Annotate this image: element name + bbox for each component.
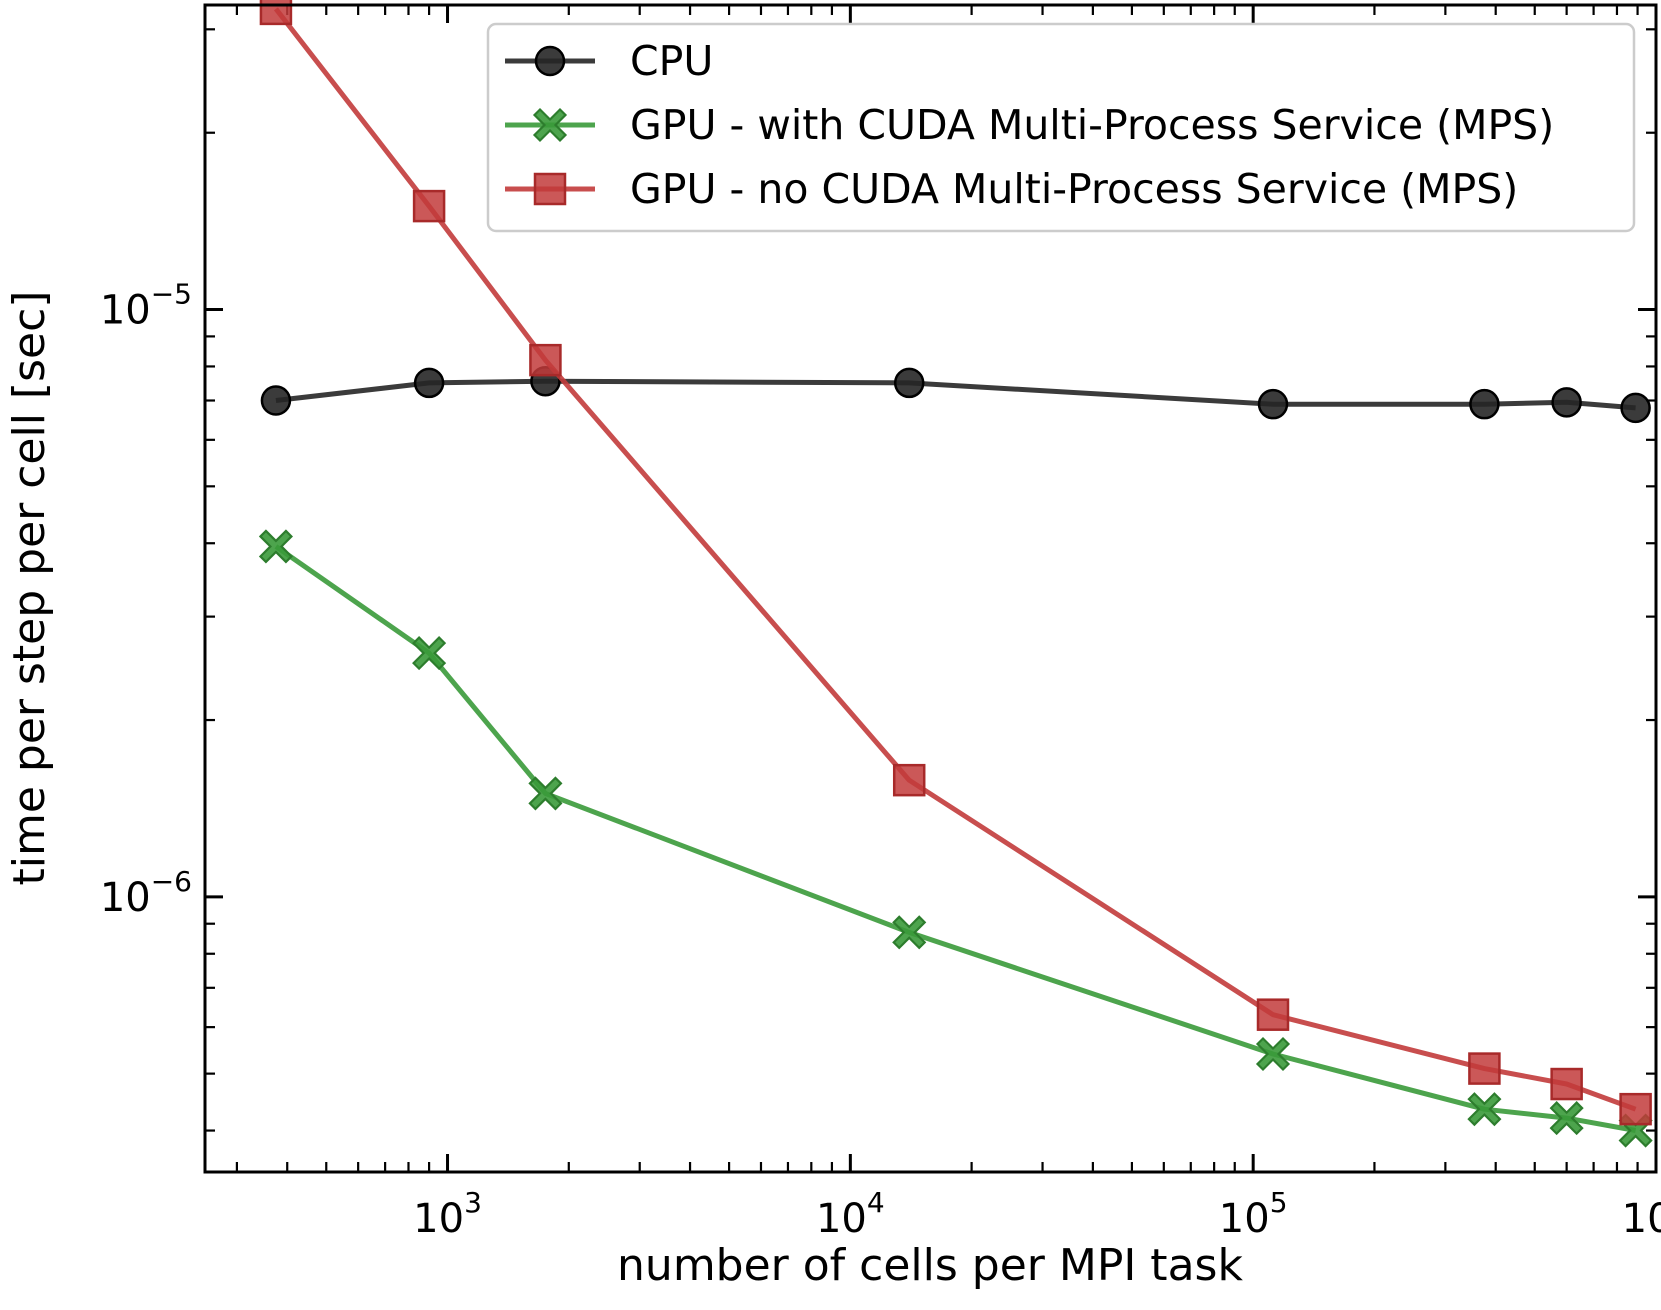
y-tick-labels: 10−6 10−5 xyxy=(100,278,192,921)
data-point xyxy=(1549,1101,1584,1136)
x-tick-label: 103 xyxy=(413,1186,482,1242)
x-axis-label: number of cells per MPI task xyxy=(617,1240,1243,1291)
legend-entry: GPU - with CUDA Multi-Process Service (M… xyxy=(505,101,1554,149)
series-2 xyxy=(258,529,1653,1148)
legend-entry: GPU - no CUDA Multi-Process Service (MPS… xyxy=(505,165,1518,213)
data-point xyxy=(1255,1036,1291,1072)
legend-box xyxy=(486,22,1636,233)
data-point xyxy=(892,763,926,797)
x-tick-label: 106 xyxy=(1622,1186,1661,1242)
series-layer xyxy=(258,0,1653,1148)
data-point xyxy=(1551,387,1582,418)
data-point xyxy=(412,189,446,223)
data-point xyxy=(529,343,562,377)
x-tick-label: 104 xyxy=(816,1186,885,1242)
plot-frame xyxy=(203,3,1658,1174)
series-line xyxy=(274,544,1637,1133)
y-axis-label: time per step per cell [sec] xyxy=(4,291,55,886)
data-point xyxy=(1620,392,1651,424)
legend-marker xyxy=(534,45,566,77)
series-3 xyxy=(259,0,1652,1126)
legend-marker xyxy=(532,107,568,143)
legend-label: GPU - with CUDA Multi-Process Service (M… xyxy=(630,101,1554,149)
data-point xyxy=(1256,998,1290,1031)
data-point xyxy=(1468,1052,1501,1085)
data-point xyxy=(1257,388,1289,420)
legend-marker xyxy=(533,172,567,206)
data-point xyxy=(258,529,293,564)
series-1 xyxy=(260,365,1651,424)
legend-entry: CPU xyxy=(505,37,713,85)
y-tick-label: 10−6 xyxy=(100,865,192,921)
data-point xyxy=(1550,1067,1583,1101)
legend-label: GPU - no CUDA Multi-Process Service (MPS… xyxy=(630,165,1518,213)
data-point xyxy=(413,367,445,399)
data-point xyxy=(528,776,563,811)
data-point xyxy=(1469,388,1500,420)
x-tick-label: 105 xyxy=(1219,1186,1288,1242)
data-point xyxy=(1467,1092,1502,1127)
data-point xyxy=(893,367,925,399)
y-tick-label: 10−5 xyxy=(100,278,192,334)
data-point xyxy=(260,385,292,416)
minor-ticks xyxy=(205,5,1656,1172)
legend-label: CPU xyxy=(630,37,713,85)
legend-entries: CPU GPU - with CUDA Multi-Process Service… xyxy=(505,37,1554,213)
x-tick-labels: 103 104 105 106 xyxy=(413,1186,1661,1242)
data-point xyxy=(412,636,447,671)
data-point xyxy=(1619,1092,1652,1126)
data-point xyxy=(892,915,927,950)
legend: CPU GPU - with CUDA Multi-Process Service… xyxy=(486,22,1636,233)
